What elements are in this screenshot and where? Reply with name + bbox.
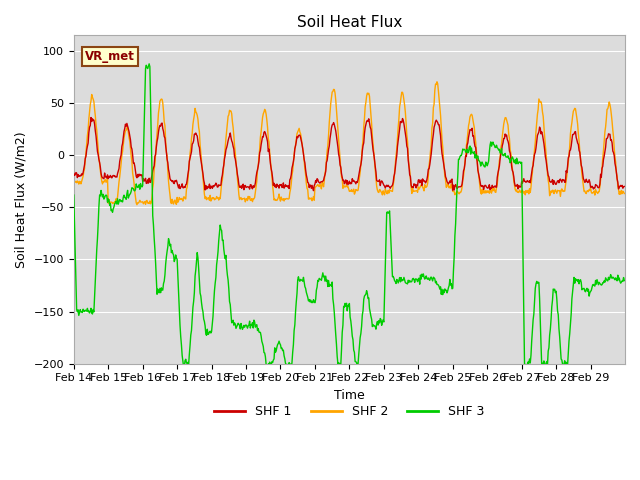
SHF 3 [285,363,292,369]
SHF 1 [310,188,317,193]
SHF 3 [620,278,628,284]
SHF 3 [407,279,415,285]
SHF 1 [407,182,415,188]
SHF 2 [264,125,271,131]
SHF 2 [406,176,414,181]
SHF 1 [620,183,628,189]
Title: Soil Heat Flux: Soil Heat Flux [297,15,402,30]
SHF 1 [87,115,95,120]
SHF 2 [70,176,77,181]
SHF 1 [438,151,446,156]
SHF 1 [70,170,77,176]
SHF 1 [264,139,271,145]
X-axis label: Time: Time [334,389,365,402]
Legend: SHF 1, SHF 2, SHF 3: SHF 1, SHF 2, SHF 3 [209,400,490,423]
SHF 3 [287,364,295,370]
SHF 2 [433,79,441,84]
SHF 3 [134,184,142,190]
SHF 3 [145,61,153,67]
SHF 3 [264,364,271,370]
Y-axis label: Soil Heat Flux (W/m2): Soil Heat Flux (W/m2) [15,131,28,268]
SHF 3 [70,192,77,198]
Text: VR_met: VR_met [85,50,134,63]
SHF 3 [438,287,446,292]
SHF 2 [285,196,292,202]
SHF 2 [135,199,143,205]
SHF 1 [236,184,244,190]
SHF 1 [285,183,292,189]
SHF 2 [620,191,628,196]
SHF 1 [135,171,143,177]
Line: SHF 1: SHF 1 [74,118,624,191]
SHF 3 [236,326,244,332]
SHF 2 [133,202,141,207]
SHF 2 [236,195,244,201]
Line: SHF 2: SHF 2 [74,82,624,204]
Line: SHF 3: SHF 3 [74,64,624,367]
SHF 2 [438,136,446,142]
